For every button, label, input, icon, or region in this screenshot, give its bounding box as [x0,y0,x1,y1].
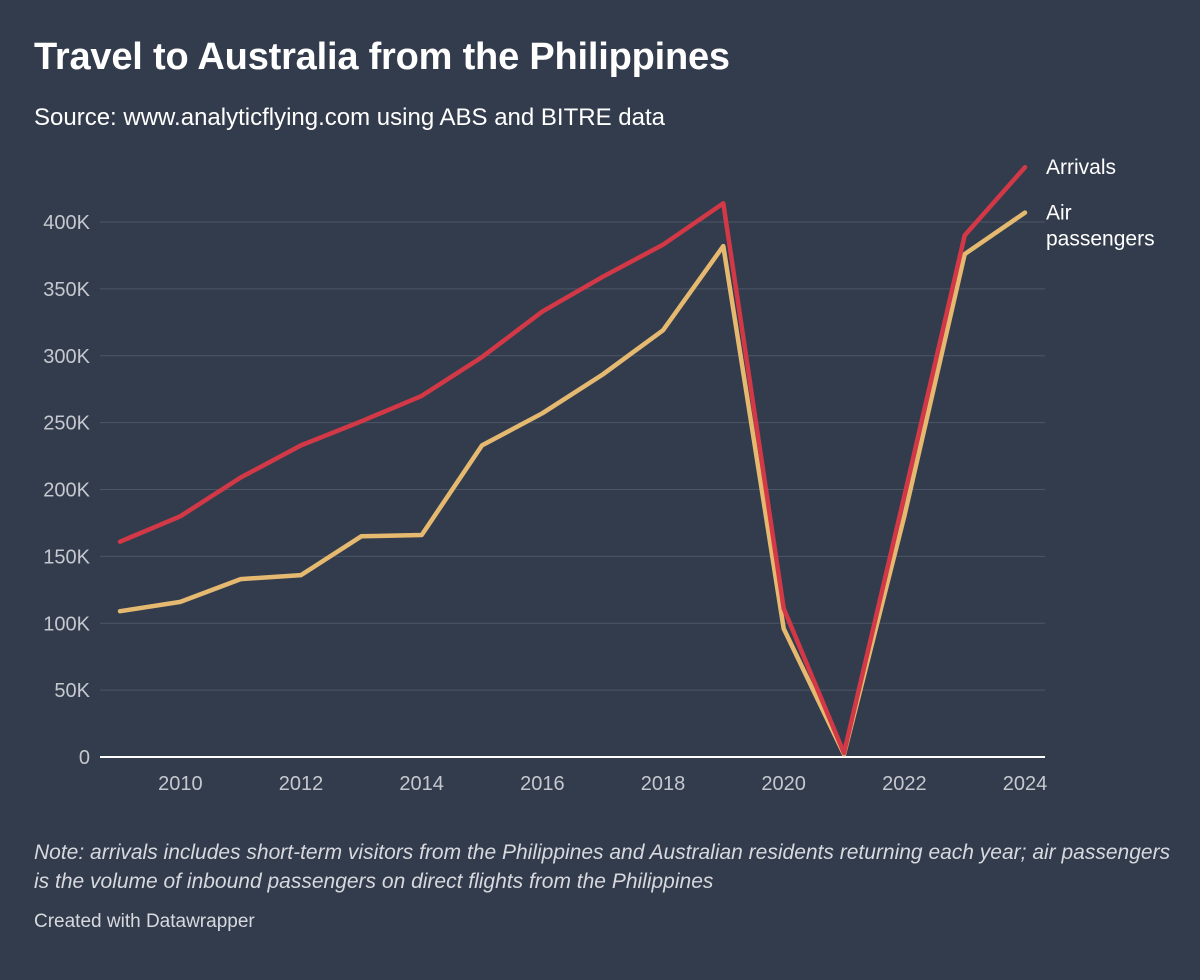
x-tick-label: 2018 [641,773,686,795]
y-tick-label: 0 [79,747,90,769]
x-tick-label: 2022 [882,773,927,795]
series-label-air-passengers: Air passengers [1046,202,1155,251]
series-labels: Arrivals Air passengers [1046,156,1155,250]
series-line-arrivals [117,164,1028,756]
y-tick-label: 100K [43,613,90,635]
x-axis-labels: 2010 2012 2014 2016 2018 2020 2022 2024 [158,773,1047,795]
x-tick-label: 2012 [279,773,324,795]
y-tick-label: 150K [43,546,90,568]
y-tick-label: 300K [43,346,90,368]
series-lines [117,164,1028,757]
grid-lines [100,221,1045,758]
y-axis-labels: 0 50K 100K 150K 200K 250K 300K 350K 400K [43,212,90,769]
x-tick-label: 2024 [1003,773,1048,795]
credit-text: Created with Datawrapper [34,911,255,932]
chart-note: Note: arrivals includes short-term visit… [34,841,1171,893]
y-tick-label: 400K [43,212,90,234]
x-tick-label: 2020 [761,773,806,795]
series-line-air-passengers [117,210,1028,757]
x-tick-label: 2014 [399,773,444,795]
y-tick-label: 350K [43,279,90,301]
chart-title: Travel to Australia from the Philippines [34,36,730,78]
y-tick-label: 200K [43,480,90,502]
y-tick-label: 250K [43,413,90,435]
y-tick-label: 50K [54,680,90,702]
chart-subtitle: Source: www.analyticflying.com using ABS… [34,104,665,131]
x-tick-label: 2016 [520,773,565,795]
x-tick-label: 2010 [158,773,203,795]
series-label-arrivals: Arrivals [1046,156,1116,179]
